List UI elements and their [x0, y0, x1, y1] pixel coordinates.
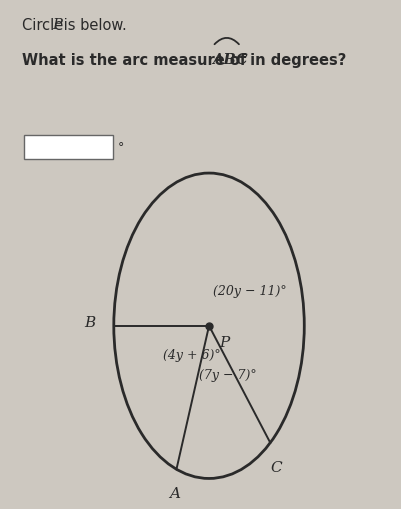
Text: ABC: ABC — [211, 53, 247, 68]
Text: P: P — [219, 336, 229, 350]
Text: A: A — [168, 487, 180, 501]
Text: °: ° — [117, 140, 124, 154]
Text: (4y + 6)°: (4y + 6)° — [162, 349, 220, 362]
FancyBboxPatch shape — [24, 135, 112, 159]
Text: C: C — [270, 461, 282, 474]
Text: is below.: is below. — [59, 18, 127, 33]
Text: What is the arc measure of: What is the arc measure of — [22, 53, 251, 68]
Text: Circle: Circle — [22, 18, 68, 33]
Text: (7y − 7)°: (7y − 7)° — [198, 369, 256, 382]
Text: (20y − 11)°: (20y − 11)° — [213, 285, 286, 298]
Text: B: B — [84, 316, 95, 330]
Text: in degrees?: in degrees? — [245, 53, 346, 68]
Text: P: P — [53, 18, 63, 32]
